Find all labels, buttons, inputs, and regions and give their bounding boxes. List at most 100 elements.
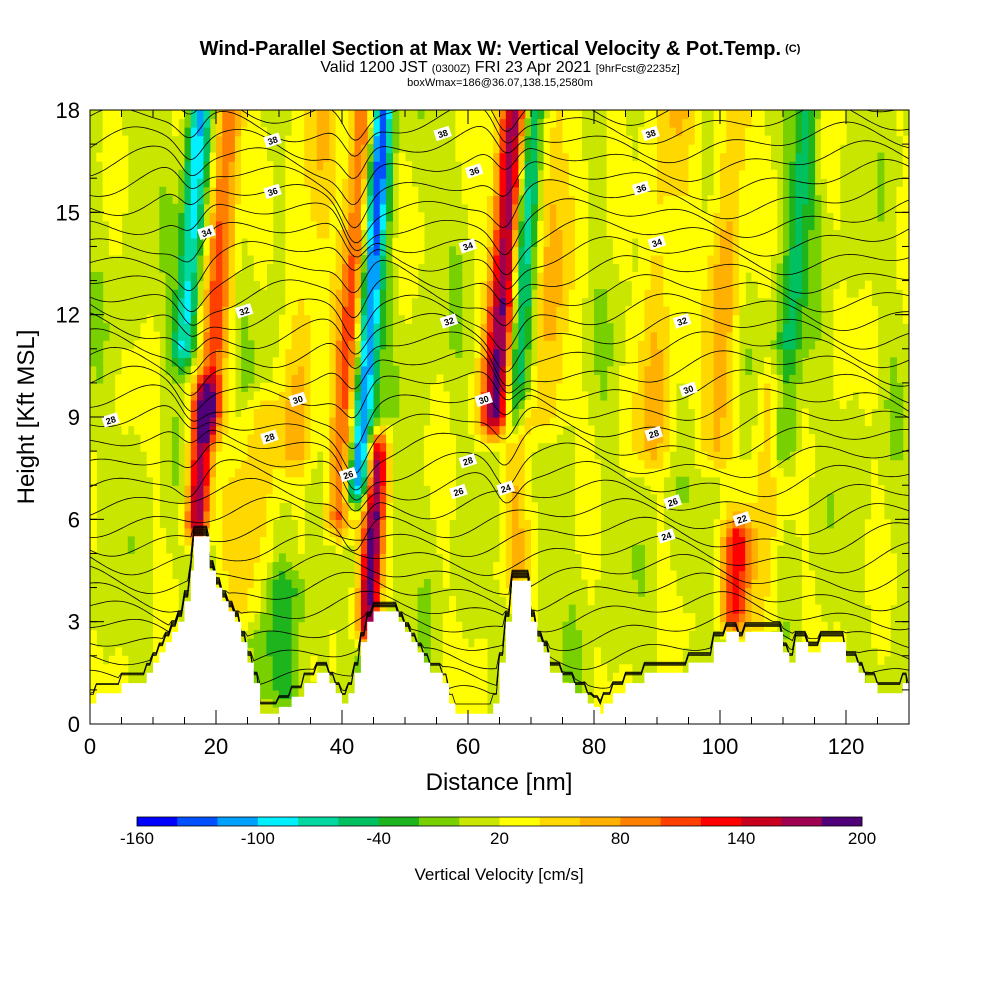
field-cell [701, 451, 708, 461]
field-cell [720, 178, 727, 188]
field-cell [619, 459, 627, 469]
field-cell [348, 272, 356, 282]
field-cell [134, 417, 141, 427]
field-cell [279, 672, 286, 682]
field-cell [209, 323, 217, 333]
field-cell [140, 434, 148, 444]
field-cell [524, 442, 532, 452]
field-cell [373, 331, 381, 341]
field-cell [713, 468, 721, 478]
field-cell [379, 459, 387, 469]
field-cell [808, 579, 816, 589]
field-cell [329, 195, 337, 205]
field-cell [764, 604, 771, 614]
field-cell [153, 502, 160, 512]
field-cell [808, 468, 816, 478]
field-cell [612, 178, 620, 188]
field-cell [216, 212, 223, 222]
field-cell [644, 178, 652, 188]
field-cell [745, 562, 753, 572]
field-cell [222, 212, 230, 222]
field-cell [669, 570, 677, 580]
field-cell [455, 672, 463, 682]
field-cell [379, 544, 387, 555]
field-cell [165, 255, 173, 265]
field-cell [518, 212, 526, 222]
field-cell [241, 144, 249, 154]
field-cell [480, 152, 488, 162]
field-cell [783, 476, 790, 486]
field-cell [348, 118, 356, 128]
field-cell [234, 502, 242, 512]
field-cell [436, 527, 444, 538]
field-cell [480, 698, 488, 708]
field-cell [512, 161, 519, 171]
field-cell [650, 135, 658, 145]
field-cell [291, 255, 299, 265]
field-cell [266, 502, 274, 512]
field-cell [701, 442, 708, 452]
field-cell [499, 195, 507, 205]
field-cell [203, 442, 211, 452]
field-cell [165, 306, 173, 316]
field-cell [323, 374, 330, 384]
field-cell [556, 229, 564, 239]
field-cell [209, 110, 217, 120]
field-cell [234, 152, 242, 162]
field-cell [568, 399, 576, 410]
field-cell [266, 212, 274, 222]
field-cell [587, 468, 595, 478]
field-cell [354, 306, 362, 316]
field-cell [493, 323, 501, 333]
field-cell [757, 527, 765, 538]
field-cell [505, 229, 513, 239]
field-cell [367, 323, 375, 333]
field-cell [323, 144, 330, 154]
field-cell [266, 579, 274, 589]
field-cell [335, 127, 343, 137]
field-cell [379, 502, 387, 512]
field-cell [738, 289, 746, 299]
field-cell [556, 272, 564, 282]
field-cell [638, 374, 645, 384]
field-cell [253, 237, 261, 248]
field-cell [342, 289, 349, 299]
field-cell [392, 127, 400, 137]
field-cell [675, 161, 683, 171]
field-cell [323, 476, 330, 486]
field-cell [367, 195, 375, 205]
field-cell [335, 493, 343, 503]
field-cell [738, 237, 746, 248]
field-cell [543, 127, 551, 137]
field-cell [575, 161, 582, 171]
field-cell [650, 314, 658, 324]
field-cell [335, 272, 343, 282]
field-cell [726, 365, 734, 375]
field-cell [354, 161, 362, 171]
field-cell [222, 399, 230, 410]
field-cell [808, 297, 816, 307]
field-cell [222, 519, 230, 529]
field-cell [783, 127, 790, 137]
field-cell [745, 178, 753, 188]
field-cell [568, 331, 576, 341]
field-cell [285, 272, 293, 282]
field-cell [360, 613, 368, 623]
field-cell [757, 195, 765, 205]
field-cell [304, 127, 312, 137]
field-cell [468, 118, 475, 128]
field-cell [801, 118, 809, 128]
field-cell [335, 161, 343, 171]
field-cell [713, 570, 721, 580]
field-cell [461, 152, 469, 162]
field-cell [707, 306, 715, 316]
field-cell [222, 451, 230, 461]
field-cell [335, 306, 343, 316]
field-cell [241, 340, 249, 350]
field-cell [738, 596, 746, 606]
field-cell [474, 706, 482, 717]
field-cell [764, 613, 771, 623]
field-cell [587, 459, 595, 469]
field-cell [411, 212, 419, 222]
field-cell [518, 144, 526, 154]
